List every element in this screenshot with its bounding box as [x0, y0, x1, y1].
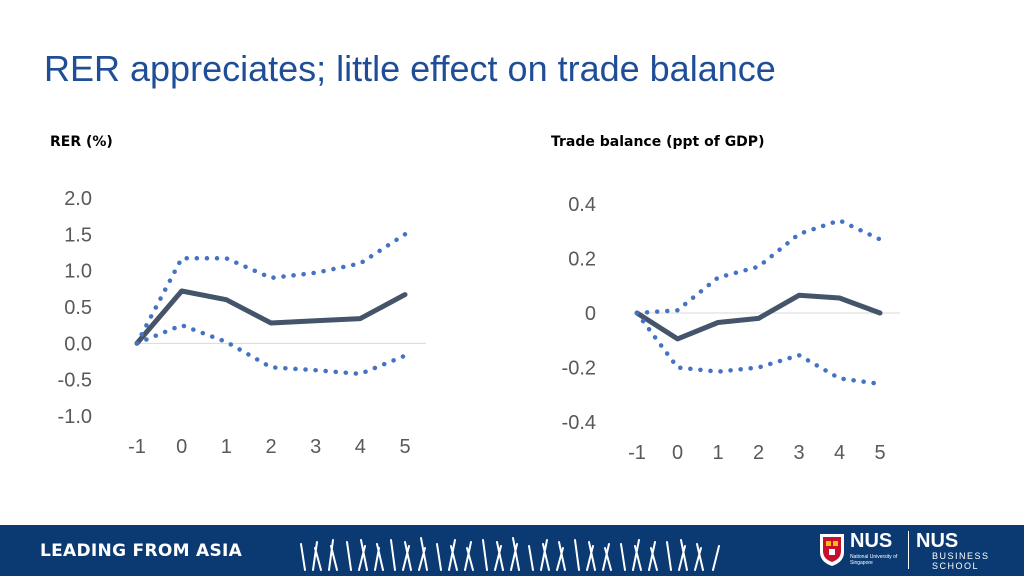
rer-y-tick-label: -1.0: [58, 406, 92, 428]
trade-chart-label: Trade balance (ppt of GDP): [551, 134, 765, 150]
slide-title: RER appreciates; little effect on trade …: [44, 48, 776, 89]
rer-x-tick-label: 2: [265, 436, 276, 458]
footer-bar: LEADING FROM ASIA NUS National Universit…: [0, 525, 1024, 576]
business-school-logo-text: NUS: [916, 530, 959, 552]
grass-decoration-icon: [300, 537, 720, 571]
charts-canvas: 2.0 1.5 1.0 0.5 0.0 -0.5 -1.0 -1 0 1 2 3 4 5 0.4 0.2 0 -0…: [58, 188, 900, 464]
rer-estimate-line: [134, 288, 408, 346]
trade-x-tick-label: 3: [793, 442, 804, 464]
rer-y-tick-label: 0.5: [64, 297, 92, 319]
trade-x-tick-label: 1: [712, 442, 723, 464]
rer-x-tick-label: 0: [176, 436, 187, 458]
nus-logo-subtitle: National University of Singapore: [850, 554, 898, 566]
trade-x-tick-label: 5: [874, 442, 885, 464]
trade-x-tick-label: -1: [628, 442, 646, 464]
logo-divider: [908, 531, 909, 569]
rer-x-tick-label: 5: [399, 436, 410, 458]
trade-lower-line: [634, 310, 883, 387]
rer-y-tick-label: -0.5: [58, 370, 92, 392]
rer-y-tick-label: 0.0: [64, 333, 92, 355]
trade-y-tick-label: 0.4: [568, 194, 596, 216]
rer-y-tick-label: 1.5: [64, 224, 92, 246]
rer-x-tick-label: 1: [221, 436, 232, 458]
trade-y-tick-label: -0.2: [562, 358, 596, 380]
trade-estimate-line: [634, 292, 883, 342]
rer-x-tick-label: -1: [128, 436, 146, 458]
rer-x-tick-label: 3: [310, 436, 321, 458]
rer-x-tick-label: 4: [355, 436, 366, 458]
trade-upper-line: [634, 218, 883, 316]
business-school-subtitle: BUSINESS SCHOOL: [932, 551, 990, 571]
rer-y-tick-label: 2.0: [64, 188, 92, 210]
trade-x-tick-label: 4: [834, 442, 845, 464]
rer-chart-label: RER (%): [50, 134, 113, 150]
nus-crest-icon: [820, 534, 844, 566]
trade-y-tick-label: -0.4: [562, 412, 596, 434]
footer-tagline: LEADING FROM ASIA: [40, 541, 243, 561]
rer-upper-line: [134, 232, 408, 346]
trade-x-tick-label: 2: [753, 442, 764, 464]
nus-logo-text: NUS: [850, 530, 893, 552]
rer-y-tick-label: 1.0: [64, 261, 92, 283]
rer-lower-line: [134, 322, 408, 377]
trade-y-tick-label: 0.2: [568, 249, 596, 271]
trade-y-tick-label: 0: [585, 303, 596, 325]
trade-x-tick-label: 0: [672, 442, 683, 464]
